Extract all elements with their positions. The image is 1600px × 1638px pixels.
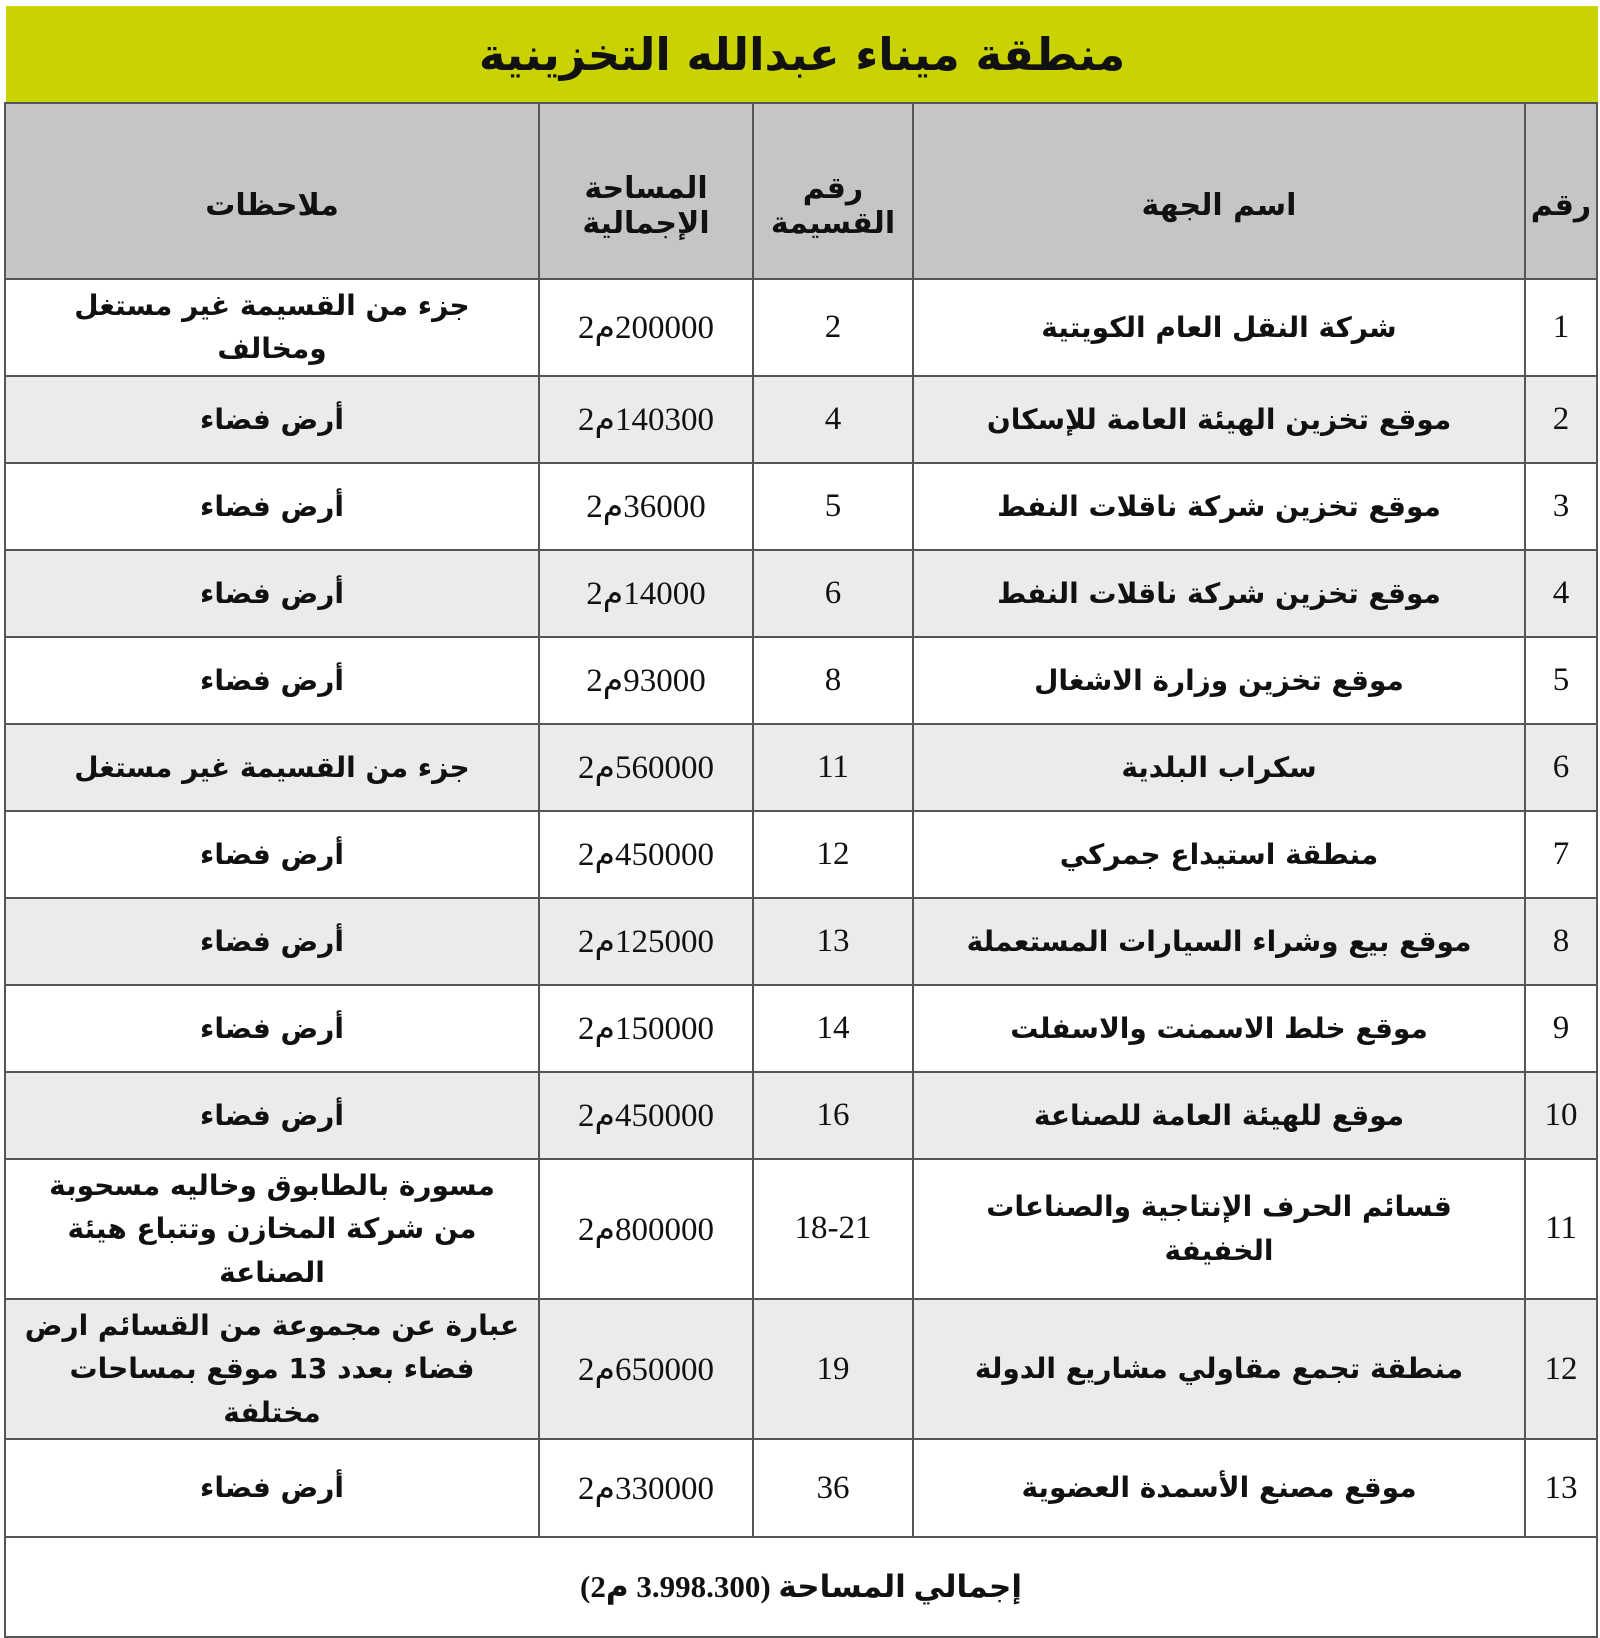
cell-num: 9 [1524, 983, 1598, 1073]
cell-name: موقع تخزين وزارة الاشغال [912, 635, 1526, 725]
table-row: 2 موقع تخزين الهيئة العامة للإسكان 4 140300… [4, 374, 1598, 464]
cell-notes: جزء من القسيمة غير مستغل ومخالف [4, 278, 540, 377]
cell-area: 14000م2 [538, 548, 754, 638]
page-title: منطقة ميناء عبدالله التخزينية [478, 27, 1126, 81]
table-header-row: رقم اسم الجهة رقم القسيمة المساحة الإجما… [4, 102, 1598, 280]
table-row: 6 سكراب البلدية 11 560000م2 جزء من القسيمة غ… [4, 722, 1598, 812]
table-row: 8 موقع بيع وشراء السيارات المستعملة 13 1250… [4, 896, 1598, 986]
cell-area: 800000م2 [538, 1157, 754, 1300]
cell-notes: أرض فضاء [4, 635, 540, 725]
cell-num: 7 [1524, 809, 1598, 899]
cell-num: 10 [1524, 1070, 1598, 1160]
cell-notes: أرض فضاء [4, 1070, 540, 1160]
cell-notes: أرض فضاء [4, 1438, 540, 1539]
cell-notes: أرض فضاء [4, 983, 540, 1073]
cell-area: 560000م2 [538, 722, 754, 812]
cell-area: 450000م2 [538, 1070, 754, 1160]
cell-plot: 11 [752, 722, 914, 812]
cell-name: قسائم الحرف الإنتاجية والصناعات الخفيفة [912, 1157, 1526, 1300]
cell-num: 4 [1524, 548, 1598, 638]
table-row: 1 شركة النقل العام الكويتية 2 200000م2 جزء م… [4, 278, 1598, 377]
cell-plot: 4 [752, 374, 914, 464]
table-body: 1 شركة النقل العام الكويتية 2 200000م2 جزء م… [4, 278, 1598, 1539]
cell-notes: أرض فضاء [4, 809, 540, 899]
cell-name: شركة النقل العام الكويتية [912, 278, 1526, 377]
cell-plot: 16 [752, 1070, 914, 1160]
cell-num: 3 [1524, 461, 1598, 551]
storage-area-table: رقم اسم الجهة رقم القسيمة المساحة الإجما… [4, 102, 1598, 1638]
cell-plot: 18-21 [752, 1157, 914, 1300]
cell-name: موقع بيع وشراء السيارات المستعملة [912, 896, 1526, 986]
cell-notes: أرض فضاء [4, 374, 540, 464]
cell-num: 11 [1524, 1157, 1598, 1300]
cell-area: 140300م2 [538, 374, 754, 464]
title-bar: منطقة ميناء عبدالله التخزينية [6, 6, 1598, 102]
cell-name: سكراب البلدية [912, 722, 1526, 812]
header-plot: رقم القسيمة [752, 102, 914, 280]
total-area-cell: إجمالي المساحة (3.998.300 م2) [4, 1536, 1598, 1638]
document-page: منطقة ميناء عبدالله التخزينية رقم اسم ال… [4, 6, 1598, 1638]
cell-area: 93000م2 [538, 635, 754, 725]
cell-area: 36000م2 [538, 461, 754, 551]
table-row: 4 موقع تخزين شركة ناقلات النفط 6 14000م2 أرض… [4, 548, 1598, 638]
cell-area: 330000م2 [538, 1438, 754, 1539]
cell-num: 13 [1524, 1438, 1598, 1539]
cell-num: 2 [1524, 374, 1598, 464]
table-row: 9 موقع خلط الاسمنت والاسفلت 14 150000م2 أرض … [4, 983, 1598, 1073]
table-row: 10 موقع للهيئة العامة للصناعة 16 450000م2 أر… [4, 1070, 1598, 1160]
cell-area: 200000م2 [538, 278, 754, 377]
cell-num: 1 [1524, 278, 1598, 377]
cell-plot: 36 [752, 1438, 914, 1539]
cell-name: موقع تخزين شركة ناقلات النفط [912, 548, 1526, 638]
cell-name: موقع للهيئة العامة للصناعة [912, 1070, 1526, 1160]
cell-name: منطقة استيداع جمركي [912, 809, 1526, 899]
cell-area: 450000م2 [538, 809, 754, 899]
header-area: المساحة الإجمالية [538, 102, 754, 280]
header-notes: ملاحظات [4, 102, 540, 280]
cell-name: موقع تخزين شركة ناقلات النفط [912, 461, 1526, 551]
cell-notes: مسورة بالطابوق وخاليه مسحوبة من شركة الم… [4, 1157, 540, 1300]
cell-name: موقع مصنع الأسمدة العضوية [912, 1438, 1526, 1539]
cell-name: موقع تخزين الهيئة العامة للإسكان [912, 374, 1526, 464]
cell-plot: 2 [752, 278, 914, 377]
cell-plot: 12 [752, 809, 914, 899]
cell-notes: جزء من القسيمة غير مستغل [4, 722, 540, 812]
table-row: 3 موقع تخزين شركة ناقلات النفط 5 36000م2 أرض… [4, 461, 1598, 551]
cell-plot: 19 [752, 1297, 914, 1441]
header-name: اسم الجهة [912, 102, 1526, 280]
cell-plot: 6 [752, 548, 914, 638]
table-row: 11 قسائم الحرف الإنتاجية والصناعات الخفيف… [4, 1157, 1598, 1300]
cell-plot: 13 [752, 896, 914, 986]
cell-num: 12 [1524, 1297, 1598, 1441]
cell-plot: 14 [752, 983, 914, 1073]
cell-area: 150000م2 [538, 983, 754, 1073]
cell-num: 5 [1524, 635, 1598, 725]
cell-num: 6 [1524, 722, 1598, 812]
cell-area: 650000م2 [538, 1297, 754, 1441]
cell-plot: 5 [752, 461, 914, 551]
cell-area: 125000م2 [538, 896, 754, 986]
table-row: 5 موقع تخزين وزارة الاشغال 8 93000م2 أرض فضا… [4, 635, 1598, 725]
table-footer: إجمالي المساحة (3.998.300 م2) [4, 1536, 1598, 1638]
cell-notes: عبارة عن مجموعة من القسائم ارض فضاء بعدد… [4, 1297, 540, 1441]
cell-num: 8 [1524, 896, 1598, 986]
table-row: 12 منطقة تجمع مقاولي مشاريع الدولة 19 65000… [4, 1297, 1598, 1441]
cell-plot: 8 [752, 635, 914, 725]
cell-notes: أرض فضاء [4, 896, 540, 986]
cell-notes: أرض فضاء [4, 461, 540, 551]
cell-name: منطقة تجمع مقاولي مشاريع الدولة [912, 1297, 1526, 1441]
cell-notes: أرض فضاء [4, 548, 540, 638]
table-row: 13 موقع مصنع الأسمدة العضوية 36 330000م2 أرض… [4, 1438, 1598, 1539]
table-row: 7 منطقة استيداع جمركي 12 450000م2 أرض فضاء [4, 809, 1598, 899]
header-num: رقم [1524, 102, 1598, 280]
cell-name: موقع خلط الاسمنت والاسفلت [912, 983, 1526, 1073]
